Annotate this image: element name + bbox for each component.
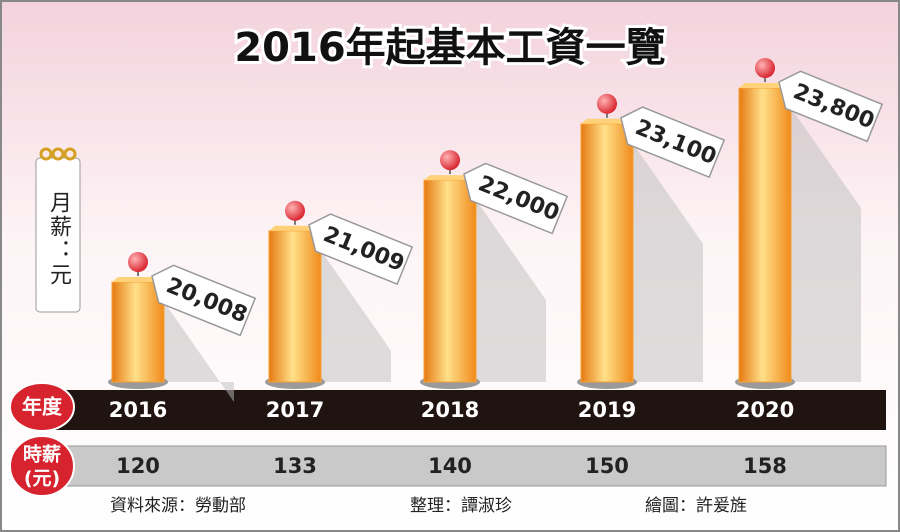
x-tick-label: 2016 [109, 398, 167, 422]
bar [268, 230, 322, 383]
credit: 資料來源：勞動部 [110, 496, 246, 516]
row-label: (元) [24, 468, 60, 490]
hourly-value: 133 [273, 454, 317, 478]
x-tick-label: 2017 [266, 398, 324, 422]
bar-shadow [791, 108, 861, 382]
bar-shadow [633, 143, 703, 382]
hourly-value: 120 [116, 454, 160, 478]
bar [738, 87, 792, 383]
y-axis-label: 月薪：元 [46, 191, 71, 287]
hourly-value: 150 [585, 454, 629, 478]
pin [755, 58, 775, 78]
credit: 繪圖：許爰旌 [645, 496, 747, 516]
row-label-bg [9, 435, 75, 497]
pin [285, 200, 305, 221]
row-label: 時薪 [23, 443, 61, 466]
hourly-value: 158 [743, 454, 787, 478]
bar-shadow [476, 200, 546, 382]
bar [580, 123, 634, 383]
tag-shape [308, 213, 414, 286]
rings [39, 147, 77, 161]
pin [128, 252, 148, 272]
bar [111, 281, 165, 383]
bar-top [112, 277, 164, 282]
year-band [38, 390, 886, 430]
tag-shape [463, 162, 569, 235]
tag-shape [151, 264, 257, 337]
tag-shape [778, 70, 884, 143]
bar-shadow [321, 250, 391, 382]
chart-title: 2016年起基本工資一覽 [234, 25, 665, 71]
bar-top [739, 83, 791, 88]
pin [597, 93, 617, 114]
bar-top [424, 175, 476, 181]
bar [423, 179, 477, 383]
row-label: 年度 [22, 395, 63, 419]
bar-top [269, 225, 321, 231]
credit: 整理：譚淑珍 [410, 496, 512, 516]
x-tick-label: 2020 [736, 398, 794, 422]
pin [440, 150, 460, 171]
hourly-value: 140 [428, 454, 472, 478]
bar-top [581, 118, 633, 124]
x-tick-label: 2018 [421, 398, 479, 422]
tag-shape [620, 106, 726, 179]
row-label-bg [9, 382, 75, 432]
bar-shadow [164, 302, 234, 402]
x-tick-label: 2019 [578, 398, 636, 422]
